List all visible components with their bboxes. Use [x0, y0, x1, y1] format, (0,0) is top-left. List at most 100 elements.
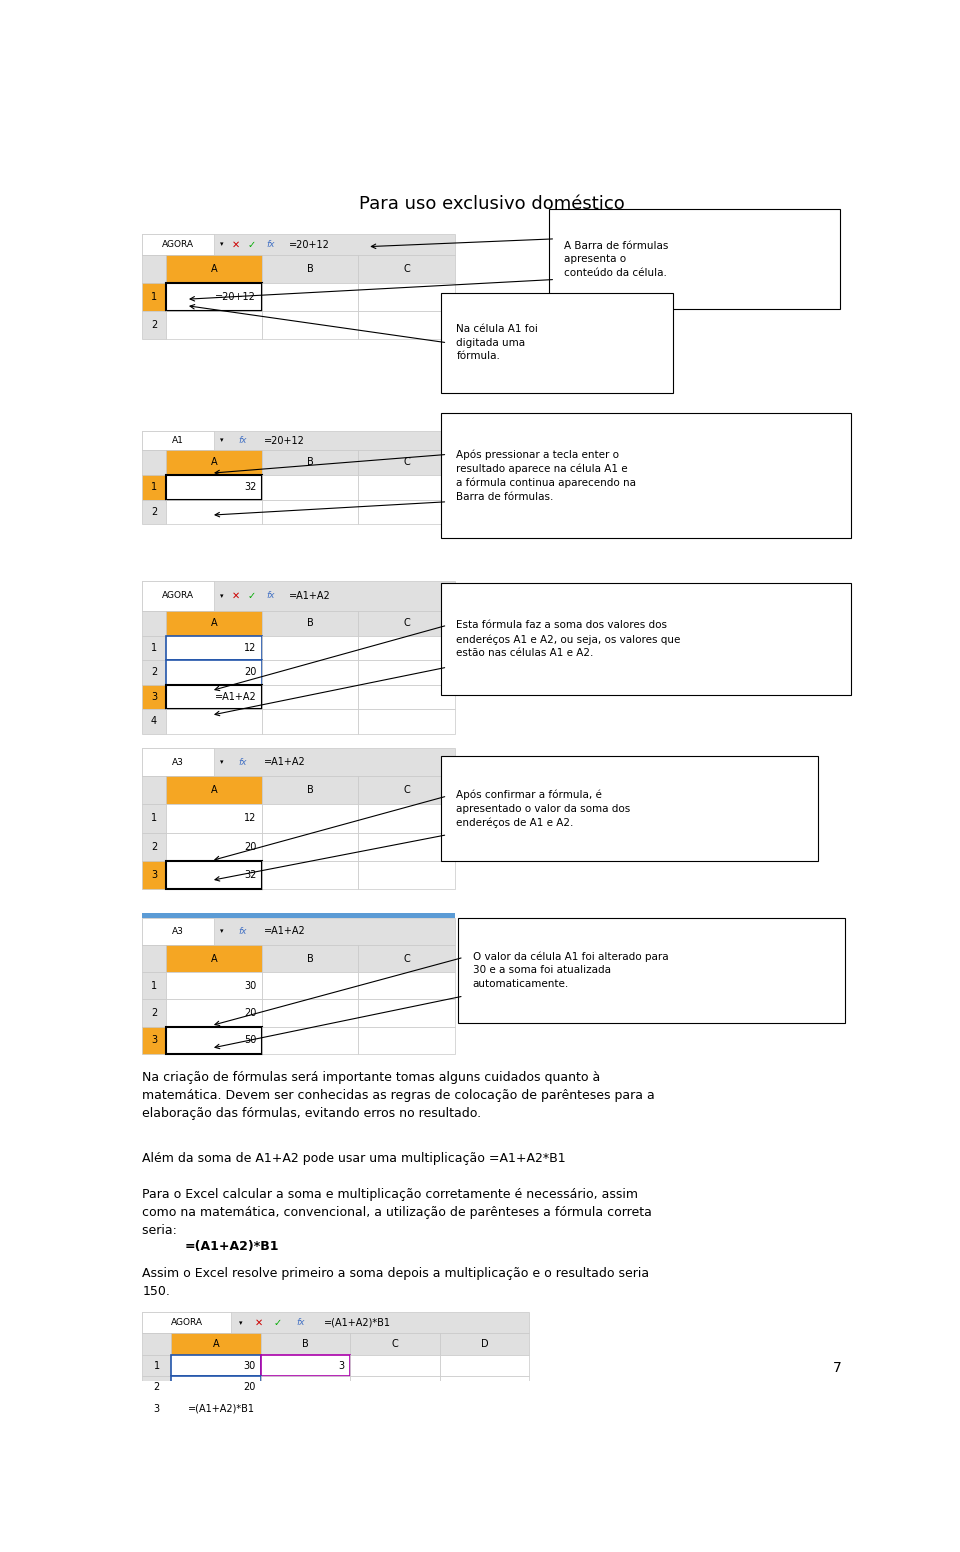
- Text: A Barra de fórmulas
apresenta o
conteúdo da célula.: A Barra de fórmulas apresenta o conteúdo…: [564, 241, 668, 278]
- FancyBboxPatch shape: [166, 999, 262, 1026]
- FancyBboxPatch shape: [358, 776, 455, 804]
- FancyBboxPatch shape: [358, 804, 455, 832]
- Text: Esta fórmula faz a soma dos valores dos
enderéços A1 e A2, ou seja, os valores q: Esta fórmula faz a soma dos valores dos …: [456, 621, 681, 658]
- Text: Após pressionar a tecla enter o
resultado aparece na célula A1 e
a fórmula conti: Após pressionar a tecla enter o resultad…: [456, 449, 636, 501]
- FancyBboxPatch shape: [142, 748, 455, 776]
- Text: 32: 32: [244, 869, 256, 880]
- Text: 1: 1: [151, 981, 157, 990]
- FancyBboxPatch shape: [142, 580, 214, 611]
- Text: ▾: ▾: [220, 242, 224, 248]
- FancyBboxPatch shape: [142, 917, 214, 945]
- FancyBboxPatch shape: [166, 310, 262, 340]
- FancyBboxPatch shape: [166, 832, 262, 861]
- Text: ✓: ✓: [248, 239, 255, 250]
- FancyBboxPatch shape: [261, 1398, 350, 1420]
- Text: ✓: ✓: [274, 1318, 282, 1327]
- FancyBboxPatch shape: [262, 972, 358, 999]
- Text: A: A: [210, 458, 217, 467]
- Text: fx: fx: [238, 436, 247, 445]
- Text: =A1+A2: =A1+A2: [264, 757, 306, 767]
- Text: Para o Excel calcular a soma e multiplicação corretamente é necessário, assim
co: Para o Excel calcular a soma e multiplic…: [142, 1187, 652, 1237]
- Text: fx: fx: [266, 241, 275, 248]
- Text: =20+12: =20+12: [289, 239, 330, 250]
- FancyBboxPatch shape: [262, 999, 358, 1026]
- FancyBboxPatch shape: [142, 913, 455, 917]
- FancyBboxPatch shape: [142, 282, 166, 310]
- Text: 20: 20: [244, 667, 256, 677]
- Text: 3: 3: [339, 1361, 345, 1370]
- FancyBboxPatch shape: [262, 475, 358, 500]
- FancyBboxPatch shape: [458, 917, 846, 1023]
- FancyBboxPatch shape: [358, 999, 455, 1026]
- Text: Assim o Excel resolve primeiro a soma depois a multiplicação e o resultado seria: Assim o Excel resolve primeiro a soma de…: [142, 1266, 650, 1297]
- Text: =(A1+A2)*B1: =(A1+A2)*B1: [188, 1403, 255, 1414]
- Text: 1: 1: [151, 483, 157, 492]
- FancyBboxPatch shape: [142, 861, 166, 889]
- FancyBboxPatch shape: [358, 660, 455, 684]
- Text: Para uso exclusivo doméstico: Para uso exclusivo doméstico: [359, 194, 625, 213]
- FancyBboxPatch shape: [262, 500, 358, 525]
- Text: =(A1+A2)*B1: =(A1+A2)*B1: [324, 1318, 391, 1327]
- FancyBboxPatch shape: [142, 972, 166, 999]
- Text: AGORA: AGORA: [162, 241, 194, 248]
- FancyBboxPatch shape: [166, 709, 262, 734]
- Text: 12: 12: [244, 813, 256, 824]
- FancyBboxPatch shape: [358, 611, 455, 636]
- FancyBboxPatch shape: [166, 282, 262, 310]
- FancyBboxPatch shape: [142, 804, 166, 832]
- Text: AGORA: AGORA: [162, 591, 194, 601]
- Text: 3: 3: [151, 692, 157, 702]
- FancyBboxPatch shape: [442, 413, 852, 537]
- FancyBboxPatch shape: [442, 756, 818, 861]
- Text: 1: 1: [151, 643, 157, 653]
- FancyBboxPatch shape: [350, 1333, 440, 1355]
- FancyBboxPatch shape: [262, 945, 358, 972]
- FancyBboxPatch shape: [142, 636, 166, 660]
- FancyBboxPatch shape: [442, 584, 852, 695]
- Text: 30: 30: [244, 981, 256, 990]
- FancyBboxPatch shape: [142, 1355, 171, 1377]
- Text: 1: 1: [151, 292, 157, 303]
- FancyBboxPatch shape: [166, 684, 262, 709]
- Text: =A1+A2: =A1+A2: [215, 692, 256, 702]
- FancyBboxPatch shape: [142, 431, 214, 450]
- FancyBboxPatch shape: [350, 1355, 440, 1377]
- Text: A: A: [210, 785, 217, 795]
- Text: ✕: ✕: [232, 239, 240, 250]
- FancyBboxPatch shape: [440, 1333, 529, 1355]
- FancyBboxPatch shape: [142, 709, 166, 734]
- FancyBboxPatch shape: [440, 1377, 529, 1398]
- FancyBboxPatch shape: [262, 310, 358, 340]
- FancyBboxPatch shape: [262, 684, 358, 709]
- Text: Após confirmar a fórmula, é
apresentado o valor da soma dos
enderéços de A1 e A2: Após confirmar a fórmula, é apresentado …: [456, 790, 631, 829]
- Text: A: A: [210, 264, 217, 275]
- Text: A1: A1: [172, 436, 184, 445]
- FancyBboxPatch shape: [261, 1355, 350, 1377]
- Text: 2: 2: [151, 320, 157, 331]
- Text: 3: 3: [154, 1403, 160, 1414]
- FancyBboxPatch shape: [358, 500, 455, 525]
- Text: 20: 20: [243, 1383, 255, 1392]
- Text: Além da soma de A1+A2 pode usar uma multiplicação =A1+A2*B1: Além da soma de A1+A2 pode usar uma mult…: [142, 1152, 566, 1166]
- Text: 2: 2: [151, 841, 157, 852]
- FancyBboxPatch shape: [262, 1026, 358, 1054]
- Text: B: B: [307, 264, 314, 275]
- FancyBboxPatch shape: [171, 1355, 261, 1377]
- FancyBboxPatch shape: [142, 255, 166, 282]
- Text: A: A: [210, 618, 217, 629]
- Text: fx: fx: [266, 591, 275, 601]
- Text: D: D: [481, 1339, 489, 1349]
- FancyBboxPatch shape: [142, 580, 455, 611]
- FancyBboxPatch shape: [442, 293, 673, 393]
- Text: B: B: [302, 1339, 309, 1349]
- FancyBboxPatch shape: [142, 660, 166, 684]
- Text: O valor da célula A1 foi alterado para
30 e a soma foi atualizada
automaticament: O valor da célula A1 foi alterado para 3…: [472, 951, 668, 989]
- FancyBboxPatch shape: [358, 684, 455, 709]
- FancyBboxPatch shape: [261, 1333, 350, 1355]
- Text: 30: 30: [243, 1361, 255, 1370]
- FancyBboxPatch shape: [142, 1377, 171, 1398]
- Text: ✓: ✓: [248, 591, 255, 601]
- Text: B: B: [307, 785, 314, 795]
- Text: 2: 2: [151, 667, 157, 677]
- Text: ▾: ▾: [220, 759, 224, 765]
